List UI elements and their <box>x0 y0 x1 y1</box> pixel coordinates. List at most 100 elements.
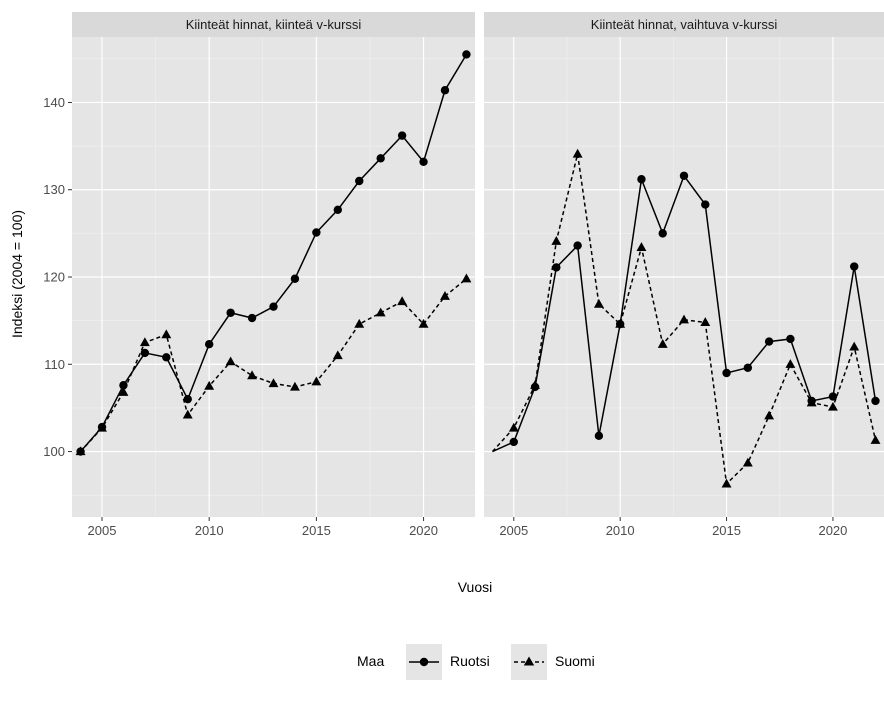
point-ruotsi-2008 <box>573 241 582 250</box>
y-tick-label: 140 <box>43 95 65 110</box>
y-tick-label: 130 <box>43 182 65 197</box>
point-ruotsi-2012 <box>658 229 667 238</box>
point-suomi-2007 <box>139 337 150 347</box>
point-ruotsi-2012 <box>247 313 257 323</box>
strip-right <box>484 12 884 37</box>
point-suomi-2020 <box>418 318 429 328</box>
point-suomi-2020 <box>827 401 838 411</box>
point-suomi-2008 <box>572 148 583 158</box>
point-suomi-2016 <box>742 457 753 467</box>
legend-label-suomi: Suomi <box>555 653 595 669</box>
point-suomi-2017 <box>354 318 365 328</box>
point-ruotsi-2020 <box>828 392 838 401</box>
point-ruotsi-2016 <box>333 205 343 214</box>
point-suomi-2009 <box>593 298 604 308</box>
y-tick-label: 100 <box>43 444 65 459</box>
x-tick-label: 2010 <box>606 523 635 538</box>
panel-left: Kiinteät hinnat, kiinteä v-kurssi <box>72 12 475 517</box>
legend-marker-ruotsi <box>419 657 429 667</box>
x-tick-label: 2010 <box>195 523 224 538</box>
point-suomi-2013 <box>268 378 279 388</box>
point-suomi-2005 <box>508 422 519 432</box>
point-ruotsi-2021 <box>440 86 450 95</box>
x-axis: 2005 2010 2015 2020 2005 2010 2015 2020 <box>88 517 847 538</box>
point-ruotsi-2022 <box>462 50 471 59</box>
strip-title-right: Kiinteät hinnat, vaihtuva v-kurssi <box>591 17 778 32</box>
point-suomi-2011 <box>636 242 647 251</box>
gridlines-right <box>484 37 884 517</box>
point-suomi-2006 <box>530 380 541 389</box>
y-axis: 100 110 120 130 140 <box>43 95 72 459</box>
point-ruotsi-2014 <box>701 200 710 209</box>
point-suomi-2009 <box>182 409 193 419</box>
point-ruotsi-2021 <box>850 262 859 271</box>
point-suomi-2012 <box>247 370 258 380</box>
panel-right: Kiinteät hinnat, vaihtuva v-kurssi <box>484 12 884 517</box>
point-suomi-2017 <box>764 410 775 420</box>
point-suomi-2007 <box>551 236 562 245</box>
point-suomi-2013 <box>679 314 689 324</box>
y-tick-label: 110 <box>44 357 65 372</box>
strip-title-left: Kiinteät hinnat, kiinteä v-kurssi <box>186 17 362 32</box>
point-suomi-2015 <box>721 478 732 488</box>
point-suomi-2008 <box>161 329 172 339</box>
x-tick-label: 2020 <box>818 523 847 538</box>
point-suomi-2015 <box>311 376 322 386</box>
point-ruotsi-2009 <box>594 431 604 441</box>
point-suomi-2022 <box>870 435 881 444</box>
series-right <box>491 148 881 488</box>
point-ruotsi-2014 <box>290 274 300 283</box>
x-tick-label: 2005 <box>88 523 117 538</box>
point-suomi-2005 <box>97 422 107 432</box>
x-tick-label: 2005 <box>499 523 528 538</box>
point-suomi-2004 <box>75 446 86 456</box>
point-suomi-2010 <box>615 318 626 328</box>
series-left <box>75 50 472 456</box>
point-suomi-2019 <box>397 296 408 306</box>
point-ruotsi-2015 <box>722 368 731 378</box>
point-suomi-2012 <box>657 339 668 348</box>
point-ruotsi-2011 <box>226 308 235 317</box>
point-ruotsi-2017 <box>355 176 364 186</box>
point-ruotsi-2018 <box>376 154 385 163</box>
point-ruotsi-2013 <box>679 171 689 180</box>
point-ruotsi-2007 <box>140 348 150 358</box>
point-ruotsi-2018 <box>786 334 795 344</box>
point-suomi-2018 <box>375 307 386 317</box>
point-suomi-2021 <box>849 341 860 351</box>
point-ruotsi-2017 <box>764 337 774 346</box>
point-suomi-2011 <box>225 356 236 366</box>
point-ruotsi-2013 <box>269 302 278 311</box>
x-tick-label: 2020 <box>409 523 438 538</box>
point-ruotsi-2022 <box>871 396 880 406</box>
point-ruotsi-2015 <box>312 228 321 237</box>
x-tick-label: 2015 <box>302 523 331 538</box>
strip-left <box>72 12 475 37</box>
point-suomi-2018 <box>785 359 796 368</box>
point-ruotsi-2010 <box>204 340 214 349</box>
legend-marker-suomi <box>523 656 535 666</box>
point-suomi-2016 <box>332 350 343 360</box>
point-ruotsi-2008 <box>162 353 171 362</box>
y-tick-label: 120 <box>43 270 65 285</box>
point-ruotsi-2020 <box>419 157 428 166</box>
point-ruotsi-2007 <box>552 263 561 272</box>
legend: Maa Ruotsi Suomi <box>357 644 595 680</box>
point-ruotsi-2016 <box>743 363 753 372</box>
point-suomi-2019 <box>806 397 817 407</box>
point-ruotsi-2019 <box>397 131 407 140</box>
point-suomi-2022 <box>461 273 472 283</box>
x-axis-title: Vuosi <box>458 579 493 595</box>
point-suomi-2006 <box>118 387 129 396</box>
point-suomi-2021 <box>440 291 450 300</box>
x-tick-label: 2015 <box>712 523 741 538</box>
point-ruotsi-2005 <box>509 437 518 447</box>
point-ruotsi-2011 <box>637 175 646 184</box>
legend-title: Maa <box>357 653 384 669</box>
point-ruotsi-2009 <box>183 394 192 404</box>
point-suomi-2010 <box>204 380 215 390</box>
point-suomi-2014 <box>289 381 300 391</box>
point-suomi-2014 <box>700 317 711 327</box>
y-axis-title: Indeksi (2004 = 100) <box>9 210 25 338</box>
